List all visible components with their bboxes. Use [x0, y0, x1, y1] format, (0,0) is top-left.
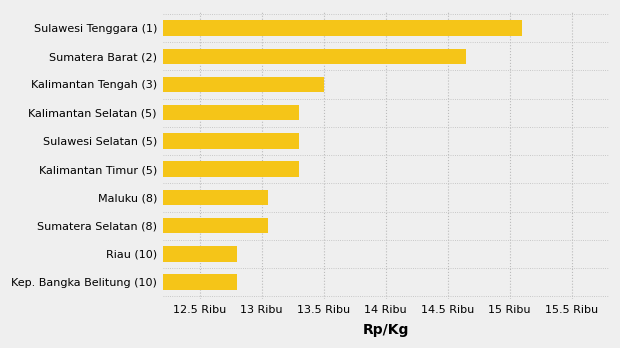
Bar	[0, 105, 299, 120]
X-axis label: Rp/Kg: Rp/Kg	[363, 323, 409, 337]
Bar	[0, 218, 268, 234]
Bar	[0, 77, 324, 92]
Bar	[0, 190, 268, 205]
Bar	[0, 274, 237, 290]
Bar	[0, 133, 299, 149]
Bar	[0, 20, 522, 36]
Bar	[0, 161, 299, 177]
Bar	[0, 246, 237, 262]
Bar	[0, 48, 466, 64]
